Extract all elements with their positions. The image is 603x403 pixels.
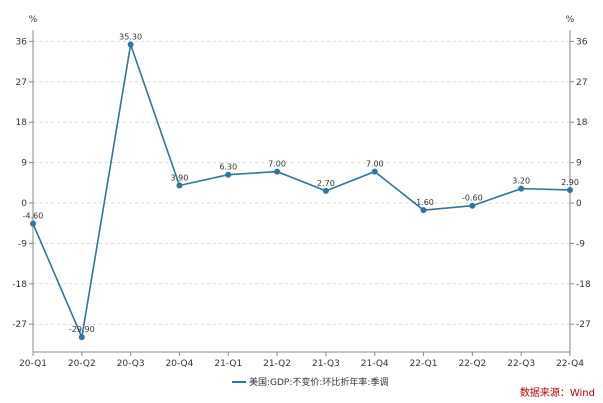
x-tick-label: 22-Q4 <box>556 359 584 369</box>
data-label: -4.60 <box>23 212 44 221</box>
x-tick-label: 20-Q1 <box>19 359 47 369</box>
series-line <box>32 44 571 341</box>
data-point <box>371 168 378 175</box>
x-tick-label: 22-Q3 <box>507 359 535 369</box>
y-axis-right-ticks: 36 27 18 9 0 -9 -18 -27 <box>570 37 591 330</box>
y-tick-label-right: 36 <box>576 37 588 47</box>
y-tick-label-right: -27 <box>576 320 591 330</box>
y-tick-label-left: 0 <box>21 199 27 209</box>
x-axis-ticks: 20-Q1 20-Q2 20-Q3 20-Q4 21-Q1 21-Q2 21-Q3 21-Q4… <box>19 352 584 369</box>
x-tick-label: 22-Q1 <box>410 359 438 369</box>
x-tick-label: 20-Q2 <box>68 359 96 369</box>
data-point <box>274 168 281 175</box>
y-tick-label-left: 27 <box>16 78 27 88</box>
data-point <box>469 202 476 209</box>
data-point <box>30 220 36 227</box>
x-tick-label: 22-Q2 <box>458 359 486 369</box>
data-label: 2.70 <box>317 179 335 188</box>
data-point <box>322 187 329 194</box>
axes <box>32 30 571 353</box>
data-point <box>78 334 85 341</box>
data-label: 7.00 <box>366 160 384 169</box>
y-tick-label-right: -9 <box>576 239 585 249</box>
data-point <box>518 185 525 192</box>
data-point <box>127 41 134 48</box>
y-tick-label-right: 9 <box>576 159 582 169</box>
data-label: -29.90 <box>69 325 95 334</box>
data-label: 3.20 <box>512 177 530 186</box>
data-label: 7.00 <box>268 160 286 169</box>
data-label: 2.90 <box>561 178 579 187</box>
data-label: 35.30 <box>119 33 142 42</box>
y-axis-left-ticks: 36 27 18 9 0 -9 -18 -27 <box>12 37 33 330</box>
y-tick-label-left: 9 <box>21 159 27 169</box>
x-tick-label: 20-Q3 <box>117 359 145 369</box>
y-tick-label-right: 18 <box>576 118 588 128</box>
y-tick-label-right: 0 <box>576 199 582 209</box>
y-tick-label-left: -27 <box>12 320 27 330</box>
data-label: -1.60 <box>413 198 434 207</box>
data-point <box>567 186 573 193</box>
y-unit-right: % <box>566 15 575 25</box>
x-tick-label: 20-Q4 <box>166 359 194 369</box>
y-unit-left: % <box>29 15 38 25</box>
legend-label: 美国:GDP:不变价:环比折年率:季调 <box>249 376 388 388</box>
x-tick-label: 21-Q3 <box>312 359 340 369</box>
data-label: 3.90 <box>171 173 189 182</box>
legend: 美国:GDP:不变价:环比折年率:季调 <box>232 376 388 388</box>
y-tick-label-left: 18 <box>16 118 28 128</box>
data-label: 6.30 <box>219 163 237 172</box>
y-tick-label-right: 27 <box>576 78 587 88</box>
data-label: -0.60 <box>462 194 483 203</box>
data-point <box>176 182 183 189</box>
source-note: 数据来源：Wind <box>520 386 595 399</box>
x-tick-label: 21-Q2 <box>263 359 291 369</box>
data-point <box>420 207 427 214</box>
series-layer: -4.60 -29.90 35.30 3.90 6.30 7.00 2.70 7.00 -1.6… <box>23 33 579 341</box>
y-tick-label-left: -9 <box>18 239 27 249</box>
x-tick-label: 21-Q1 <box>214 359 242 369</box>
y-tick-label-left: -18 <box>12 280 27 290</box>
y-tick-label-right: -18 <box>576 280 591 290</box>
y-tick-label-left: 36 <box>16 37 28 47</box>
gridlines <box>33 40 570 325</box>
x-tick-label: 21-Q4 <box>361 359 389 369</box>
data-point <box>225 171 232 178</box>
